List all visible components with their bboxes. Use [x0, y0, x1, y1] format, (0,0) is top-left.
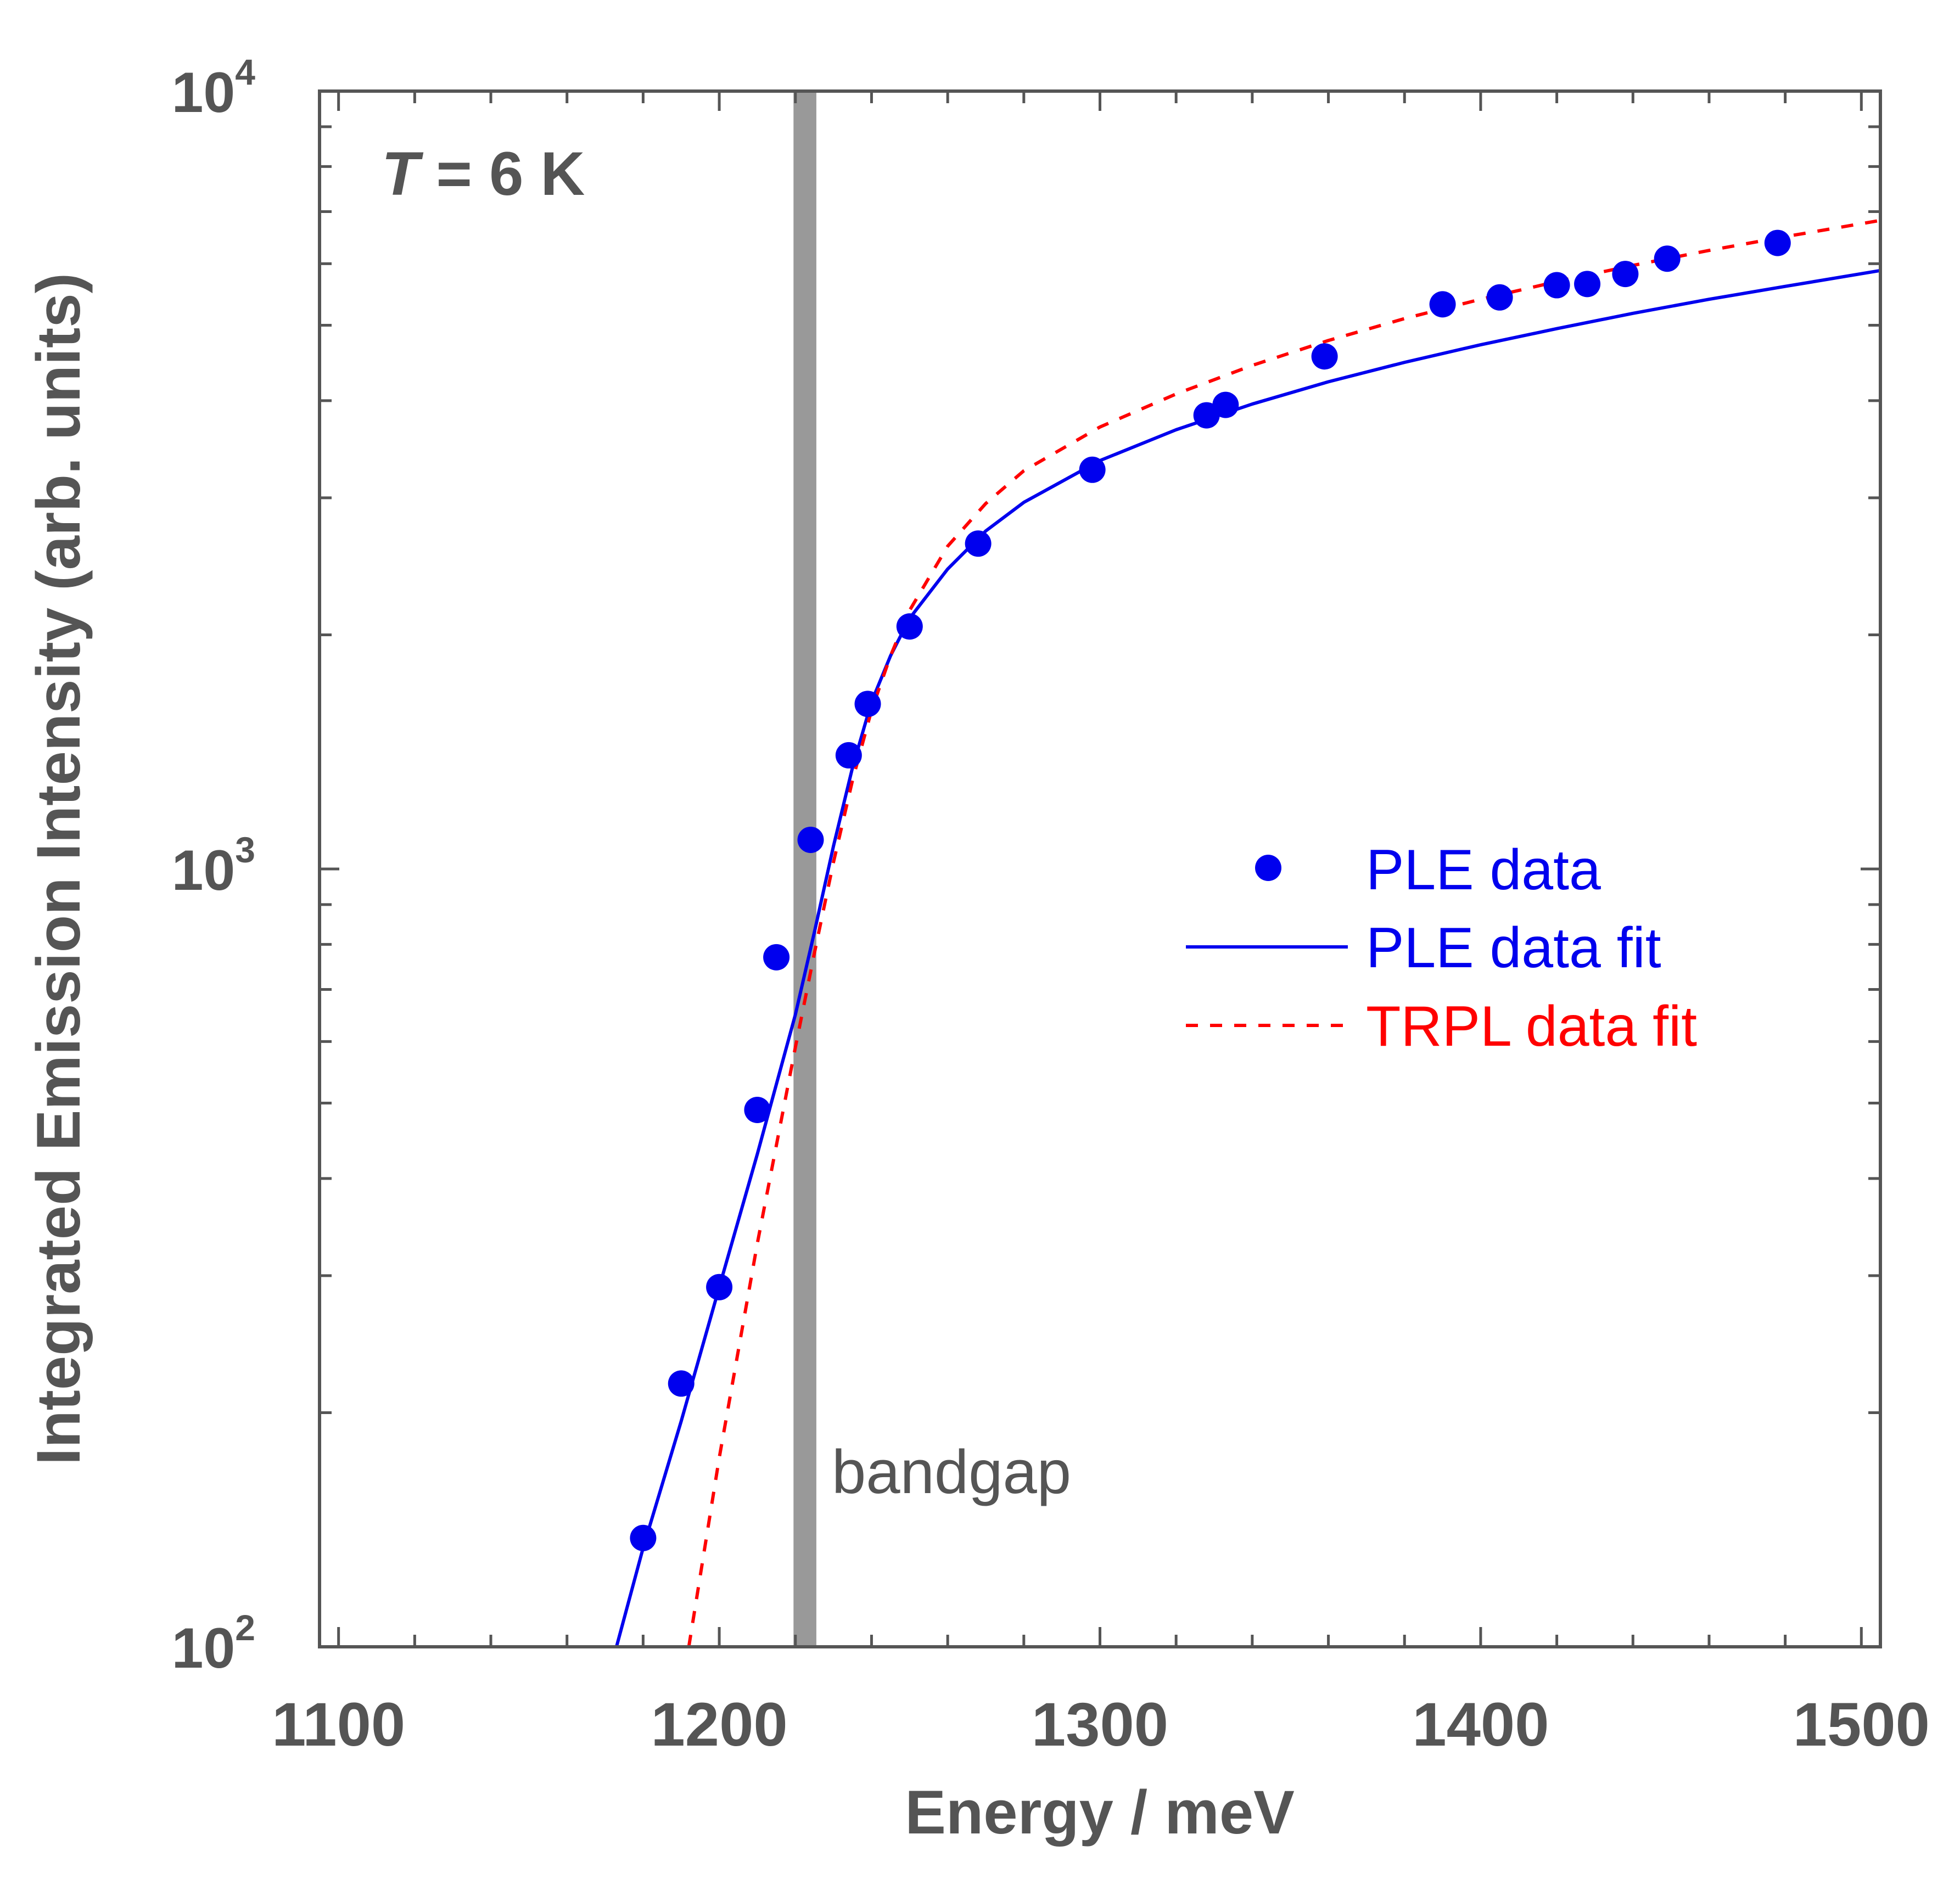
data-point-ple-data [1486, 284, 1513, 311]
data-point-ple-data [965, 530, 992, 557]
plot-frame [318, 89, 1882, 1648]
data-point-ple-data [1311, 343, 1338, 370]
data-point-ple-data [630, 1524, 657, 1551]
data-point-ple-data [706, 1274, 733, 1300]
data-point-ple-data [668, 1370, 695, 1397]
data-point-ple-data [1543, 272, 1570, 299]
data-point-ple-data [1764, 229, 1791, 256]
data-point-ple-data [1612, 261, 1639, 288]
legend: PLE data PLE data fit TRPL data fit [1186, 838, 1697, 1058]
x-tick-labels: 1100 1200 1300 1400 1500 [272, 1690, 1930, 1759]
y-tick-exponent: 3 [235, 829, 255, 870]
minor-ticks [320, 91, 1880, 1647]
data-point-ple-data [744, 1096, 771, 1123]
legend-label-ple-data: PLE data [1366, 838, 1601, 902]
temperature-annotation: T = 6 K [382, 139, 585, 208]
x-tick-label: 1100 [272, 1690, 405, 1759]
data-point-ple-data [896, 613, 923, 640]
x-axis-title: Energy / meV [905, 1778, 1295, 1847]
x-tick-label: 1500 [1793, 1690, 1930, 1759]
y-tick-label: 104 [172, 52, 256, 125]
data-point-ple-data [1212, 391, 1239, 418]
y-tick-exponent: 4 [235, 52, 255, 92]
y-tick-base: 10 [172, 1617, 236, 1680]
series-line-trpl-data-fit [687, 218, 1881, 1647]
legend-label-ple-fit: PLE data fit [1366, 916, 1661, 980]
y-tick-label: 103 [172, 829, 255, 902]
temperature-value: = 6 K [419, 139, 585, 208]
y-tick-exponent: 2 [235, 1607, 255, 1648]
data-point-ple-data [854, 691, 881, 717]
data-point-ple-data [1654, 245, 1681, 272]
y-tick-label: 102 [172, 1607, 255, 1680]
data-point-ple-data [1574, 271, 1601, 298]
y-axis-title: Integrated Emission Intensity (arb. unit… [24, 273, 93, 1465]
data-point-ple-data [1079, 456, 1106, 483]
y-tick-base: 10 [172, 839, 236, 902]
data-point-ple-data [835, 742, 862, 769]
data-point-ple-data [1429, 291, 1456, 318]
x-tick-label: 1400 [1412, 1690, 1549, 1759]
y-tick-base: 10 [172, 61, 236, 125]
data-point-ple-data [763, 944, 790, 971]
temperature-symbol: T [382, 139, 424, 208]
series-layer [614, 218, 1881, 1647]
bandgap-band [793, 91, 816, 1647]
legend-label-trpl-fit: TRPL data fit [1366, 995, 1697, 1058]
legend-marker-ple-data [1255, 855, 1281, 881]
x-tick-label: 1300 [1032, 1690, 1168, 1759]
x-tick-label: 1200 [651, 1690, 788, 1759]
data-point-ple-data [797, 826, 824, 853]
bandgap-label: bandgap [832, 1438, 1071, 1506]
